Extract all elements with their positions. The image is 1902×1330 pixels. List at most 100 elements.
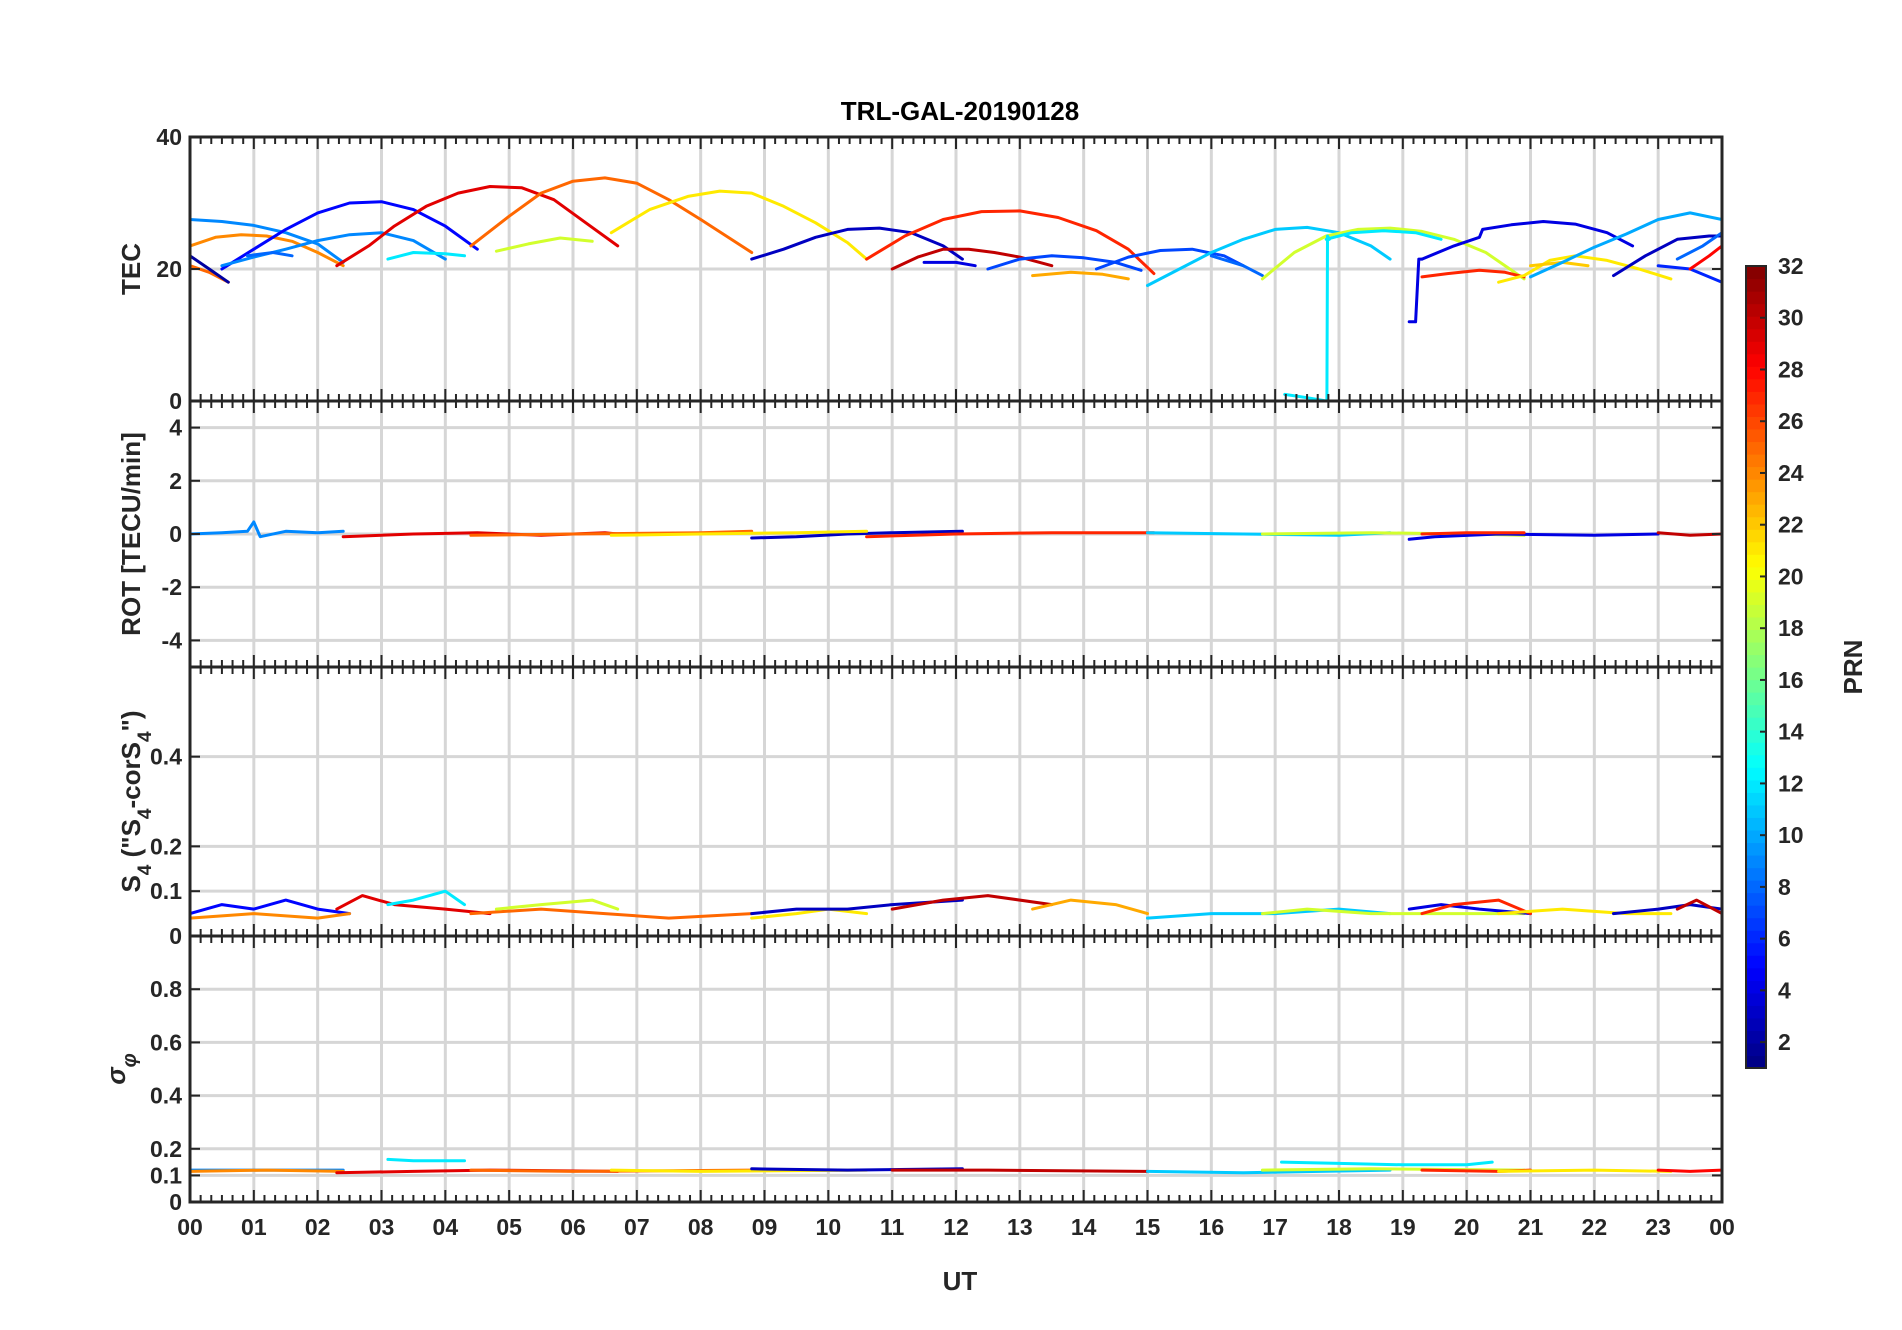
x-tick-label: 06	[560, 1214, 586, 1240]
panel-rot: -4 -2 0 2 4 ROT [TECU/min]	[116, 399, 1724, 669]
colorbar-segment	[1746, 930, 1766, 944]
series-prn-12	[386, 251, 466, 261]
x-tick-label: 01	[241, 1214, 267, 1240]
colorbar-segment	[1746, 854, 1766, 869]
colorbar-segment	[1746, 967, 1766, 981]
series-prn-4	[1407, 532, 1660, 541]
series-prn-24	[190, 1168, 345, 1173]
series-prn-29	[335, 185, 620, 268]
series-prn-8	[1675, 231, 1722, 261]
colorbar-segment	[1746, 366, 1766, 380]
y-tick-label: 4	[169, 415, 182, 441]
colorbar-segment	[1746, 892, 1766, 906]
colorbar-tick-label: 32	[1778, 253, 1804, 279]
chart-title: TRL-GAL-20190128	[841, 96, 1079, 126]
y-axis-label: TEC	[116, 243, 146, 295]
x-tick-label: 16	[1199, 1214, 1225, 1240]
colorbar-segment	[1746, 566, 1766, 580]
colorbar-segment	[1746, 867, 1766, 881]
colorbar-segment	[1746, 679, 1766, 693]
series-prn-24	[190, 233, 345, 268]
colorbar-tick-label: 6	[1778, 926, 1791, 952]
series-prn-5	[190, 898, 352, 916]
colorbar-segment	[1746, 504, 1766, 518]
series-prn-5	[220, 200, 479, 271]
y-tick-label: -4	[162, 627, 183, 653]
series-prn-28	[1688, 244, 1722, 271]
x-tick-label: 02	[305, 1214, 331, 1240]
x-tick-label: 00	[1709, 1214, 1735, 1240]
series-prn-21	[609, 529, 869, 537]
series-prn-11	[1146, 1168, 1392, 1175]
colorbar-segment	[1746, 516, 1766, 530]
x-tick-label: 10	[816, 1214, 842, 1240]
x-tick-label: 12	[943, 1214, 969, 1240]
series-group	[190, 520, 1722, 541]
colorbar-segment	[1746, 291, 1766, 305]
series-prn-30	[1675, 898, 1722, 916]
series-prn-27	[865, 209, 1156, 276]
series-prn-30	[890, 894, 1054, 911]
x-tick-label: 23	[1645, 1214, 1671, 1240]
x-tick-label: 04	[433, 1214, 459, 1240]
series-prn-27	[1420, 268, 1526, 279]
colorbar-segment	[1746, 428, 1766, 443]
y-tick-label: 0.1	[150, 1162, 182, 1188]
series-group	[190, 1157, 1722, 1175]
colorbar-segment	[1746, 704, 1766, 718]
y-axis-label: σφ	[101, 1053, 141, 1084]
colorbar-segment	[1746, 453, 1766, 468]
series-prn-21	[1497, 907, 1673, 916]
colorbar-segment	[1746, 754, 1766, 768]
series-prn-8	[1209, 254, 1264, 278]
series-prn-25	[469, 176, 754, 254]
colorbar-segment	[1746, 579, 1766, 593]
colorbar-segment	[1746, 479, 1766, 493]
colorbar-segment	[1746, 1030, 1766, 1044]
series-prn-25	[469, 529, 754, 537]
series-prn-21	[1497, 1168, 1673, 1173]
y-axis-label: ROT [TECU/min]	[116, 432, 146, 636]
colorbar-segment	[1746, 328, 1766, 342]
colorbar-segment	[1746, 667, 1766, 681]
colorbar-segment	[1746, 316, 1766, 330]
colorbar-segment	[1746, 616, 1766, 631]
series-prn-3	[750, 226, 964, 261]
colorbar-segment	[1746, 880, 1766, 894]
colorbar-segment	[1746, 955, 1766, 969]
colorbar-segment	[1746, 266, 1766, 280]
series-prn-30	[1656, 531, 1722, 537]
series-prn-24	[190, 912, 352, 920]
colorbar-segment	[1746, 341, 1766, 355]
series-prn-2	[190, 254, 230, 284]
series-prn-12	[1280, 1160, 1494, 1167]
x-axis: 00 01 02 03 04 05 06 07 08 09 10 11 12 13 14 15 16 17 18 19…	[177, 1214, 1735, 1240]
y-tick-label: 0.4	[150, 1083, 182, 1109]
series-prn-12	[386, 889, 466, 907]
colorbar-segment	[1746, 278, 1766, 292]
colorbar-tick-label: 10	[1778, 822, 1804, 848]
y-tick-label: 0	[169, 388, 182, 414]
x-tick-label: 18	[1326, 1214, 1352, 1240]
colorbar-segment	[1746, 491, 1766, 505]
colorbar-tick-label: 30	[1778, 305, 1804, 331]
colorbar-segment	[1746, 692, 1766, 706]
y-tick-label: 0	[169, 1189, 182, 1215]
colorbar-tick-label: 8	[1778, 874, 1791, 900]
series-prn-9	[190, 520, 345, 539]
colorbar-segment	[1746, 842, 1766, 856]
colorbar-segment	[1746, 905, 1766, 919]
colorbar-segment	[1746, 604, 1766, 618]
x-tick-label: 19	[1390, 1214, 1416, 1240]
series-prn-21	[750, 907, 869, 920]
colorbar-segment	[1746, 629, 1766, 643]
colorbar-segment	[1746, 767, 1766, 781]
x-tick-label: 17	[1262, 1214, 1288, 1240]
colorbar-segment	[1746, 729, 1766, 743]
panel-tec: 0 20 40 TEC	[116, 124, 1724, 414]
y-tick-label: 40	[156, 124, 182, 150]
colorbar-tick-label: 18	[1778, 615, 1804, 641]
y-tick-label: 0.8	[150, 976, 182, 1002]
colorbar-tick-label: 16	[1778, 667, 1804, 693]
